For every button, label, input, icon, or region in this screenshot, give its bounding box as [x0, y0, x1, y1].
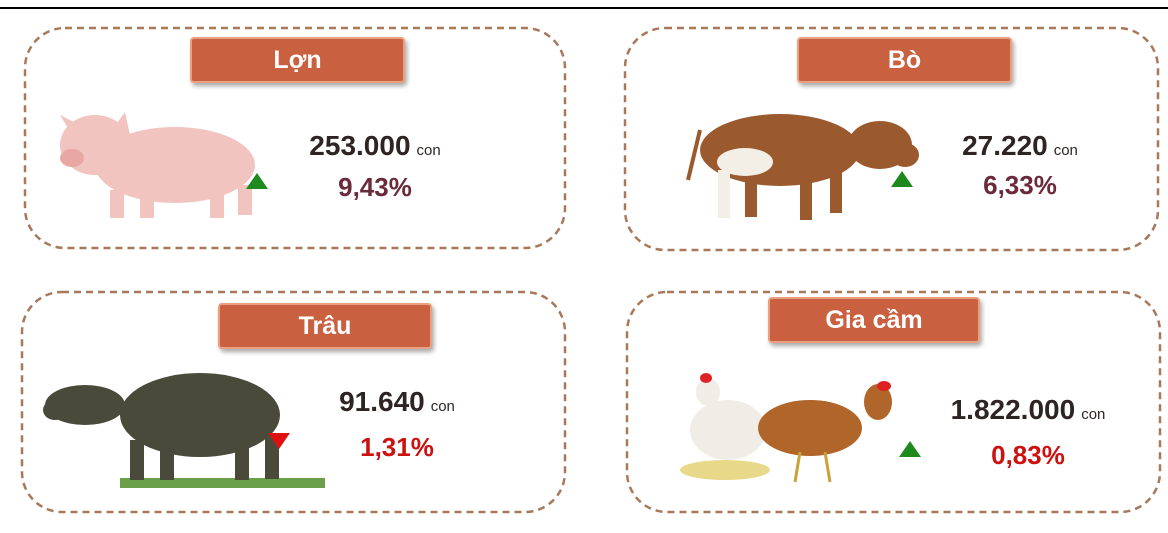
stat-unit: con — [431, 398, 455, 415]
cow-image — [688, 114, 919, 220]
card-title: Trâu — [218, 303, 432, 349]
trend-shape — [891, 171, 913, 187]
change-line: 6,33% — [890, 170, 1150, 201]
trend-shape — [246, 173, 268, 189]
card-title: Bò — [797, 37, 1012, 83]
card-title: Lợn — [190, 37, 405, 83]
change-line: 9,43% — [245, 172, 505, 203]
stat-line: 91.640 con — [267, 386, 527, 418]
change-line: 0,83% — [898, 440, 1158, 471]
change-value: 9,43% — [338, 172, 412, 202]
trend-arrow — [267, 432, 291, 450]
infographic: Lợn 253.000 con 9,43% Bò 27.220 con 6,33% Trâu 91… — [0, 0, 1168, 533]
stat-value: 91.640 — [339, 386, 425, 417]
stat-unit: con — [1054, 142, 1078, 159]
change-value: 6,33% — [983, 170, 1057, 200]
stat-value: 27.220 — [962, 130, 1048, 161]
stat-value: 253.000 — [309, 130, 410, 161]
trend-arrow — [890, 170, 914, 188]
poultry-image — [680, 373, 892, 482]
stat-unit: con — [417, 142, 441, 159]
change-value: 0,83% — [991, 440, 1065, 470]
stat-value: 1.822.000 — [951, 394, 1076, 425]
trend-shape — [899, 441, 921, 457]
stat-line: 253.000 con — [245, 130, 505, 162]
trend-shape — [268, 433, 290, 449]
trend-arrow — [245, 172, 269, 190]
stat-unit: con — [1081, 406, 1105, 423]
card-title: Gia cầm — [768, 297, 980, 343]
stat-line: 27.220 con — [890, 130, 1150, 162]
pig-image — [60, 112, 255, 218]
change-line: 1,31% — [267, 432, 527, 463]
stat-line: 1.822.000 con — [898, 394, 1158, 426]
change-value: 1,31% — [360, 432, 434, 462]
trend-arrow — [898, 440, 922, 458]
